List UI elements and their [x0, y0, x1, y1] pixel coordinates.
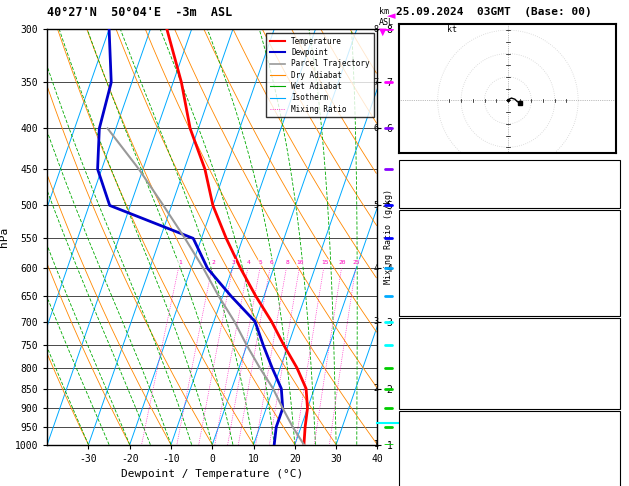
Text: 21: 21	[606, 163, 616, 173]
X-axis label: Dewpoint / Temperature (°C): Dewpoint / Temperature (°C)	[121, 469, 303, 479]
Text: θₑ(K): θₑ(K)	[403, 257, 430, 266]
Text: Pressure (mb): Pressure (mb)	[403, 335, 472, 345]
Text: 15: 15	[321, 260, 328, 265]
Text: 10: 10	[296, 260, 304, 265]
Text: 6: 6	[374, 124, 379, 133]
Text: Hodograph: Hodograph	[486, 414, 533, 423]
Text: EH: EH	[403, 429, 413, 438]
Text: Lifted Index: Lifted Index	[403, 271, 467, 280]
Text: kt: kt	[447, 25, 457, 35]
Text: 0: 0	[611, 379, 616, 388]
Text: StmSpd (kt): StmSpd (kt)	[403, 472, 462, 482]
Text: 5: 5	[374, 201, 379, 210]
Text: 3: 3	[611, 271, 616, 280]
Text: 308°: 308°	[595, 458, 616, 467]
Text: -5: -5	[606, 443, 616, 452]
Text: 8: 8	[286, 260, 289, 265]
Text: -43: -43	[600, 429, 616, 438]
Text: 41: 41	[606, 178, 616, 187]
Text: CIN (J): CIN (J)	[403, 300, 440, 310]
Text: 3: 3	[374, 317, 379, 326]
Text: Most Unstable: Most Unstable	[474, 321, 545, 330]
Text: 1: 1	[374, 440, 379, 449]
Text: ◄: ◄	[387, 11, 396, 21]
Text: 324: 324	[600, 350, 616, 359]
Text: 0: 0	[611, 300, 616, 310]
Text: 8: 8	[374, 25, 379, 34]
Legend: Temperature, Dewpoint, Parcel Trajectory, Dry Adiabat, Wet Adiabat, Isotherm, Mi: Temperature, Dewpoint, Parcel Trajectory…	[266, 33, 374, 117]
Y-axis label: km
ASL: km ASL	[411, 226, 429, 248]
Text: 2: 2	[211, 260, 215, 265]
Text: 2: 2	[374, 384, 379, 393]
Text: 3: 3	[611, 364, 616, 374]
Text: 25.09.2024  03GMT  (Base: 00): 25.09.2024 03GMT (Base: 00)	[396, 7, 592, 17]
Text: Dewp (°C): Dewp (°C)	[403, 242, 451, 251]
Text: ▼: ▼	[379, 27, 386, 37]
Text: LCL: LCL	[437, 419, 451, 428]
Text: 324: 324	[600, 257, 616, 266]
Text: Totals Totals: Totals Totals	[403, 178, 472, 187]
Text: 0: 0	[611, 286, 616, 295]
Text: CAPE (J): CAPE (J)	[403, 379, 445, 388]
Text: 20: 20	[338, 260, 346, 265]
Text: 40°27'N  50°04'E  -3m  ASL: 40°27'N 50°04'E -3m ASL	[47, 6, 233, 19]
Text: Surface: Surface	[491, 213, 528, 222]
Text: 1: 1	[178, 260, 182, 265]
Text: Temp (°C): Temp (°C)	[403, 227, 451, 237]
Text: K: K	[403, 163, 408, 173]
Text: Mixing Ratio (g/kg): Mixing Ratio (g/kg)	[384, 190, 393, 284]
Text: 1016: 1016	[595, 335, 616, 345]
Text: CIN (J): CIN (J)	[403, 394, 440, 403]
Text: 4: 4	[374, 264, 379, 273]
Text: 4: 4	[247, 260, 251, 265]
Text: 25: 25	[353, 260, 360, 265]
Text: 3: 3	[232, 260, 235, 265]
Text: km
ASL: km ASL	[379, 7, 394, 27]
Text: θₑ (K): θₑ (K)	[403, 350, 435, 359]
Text: 0: 0	[611, 394, 616, 403]
Text: PW (cm): PW (cm)	[403, 192, 440, 202]
Text: 5: 5	[259, 260, 263, 265]
Text: 6: 6	[269, 260, 273, 265]
Text: © weatheronline.co.uk: © weatheronline.co.uk	[453, 471, 566, 480]
Text: 15: 15	[606, 242, 616, 251]
Text: CAPE (J): CAPE (J)	[403, 286, 445, 295]
Text: 22.2: 22.2	[595, 227, 616, 237]
Text: 7: 7	[374, 78, 379, 87]
Y-axis label: hPa: hPa	[0, 227, 9, 247]
Text: StmDir: StmDir	[403, 458, 435, 467]
Text: SREH: SREH	[403, 443, 424, 452]
Text: 15: 15	[606, 472, 616, 482]
Text: Lifted Index: Lifted Index	[403, 364, 467, 374]
Text: 2.5: 2.5	[600, 192, 616, 202]
